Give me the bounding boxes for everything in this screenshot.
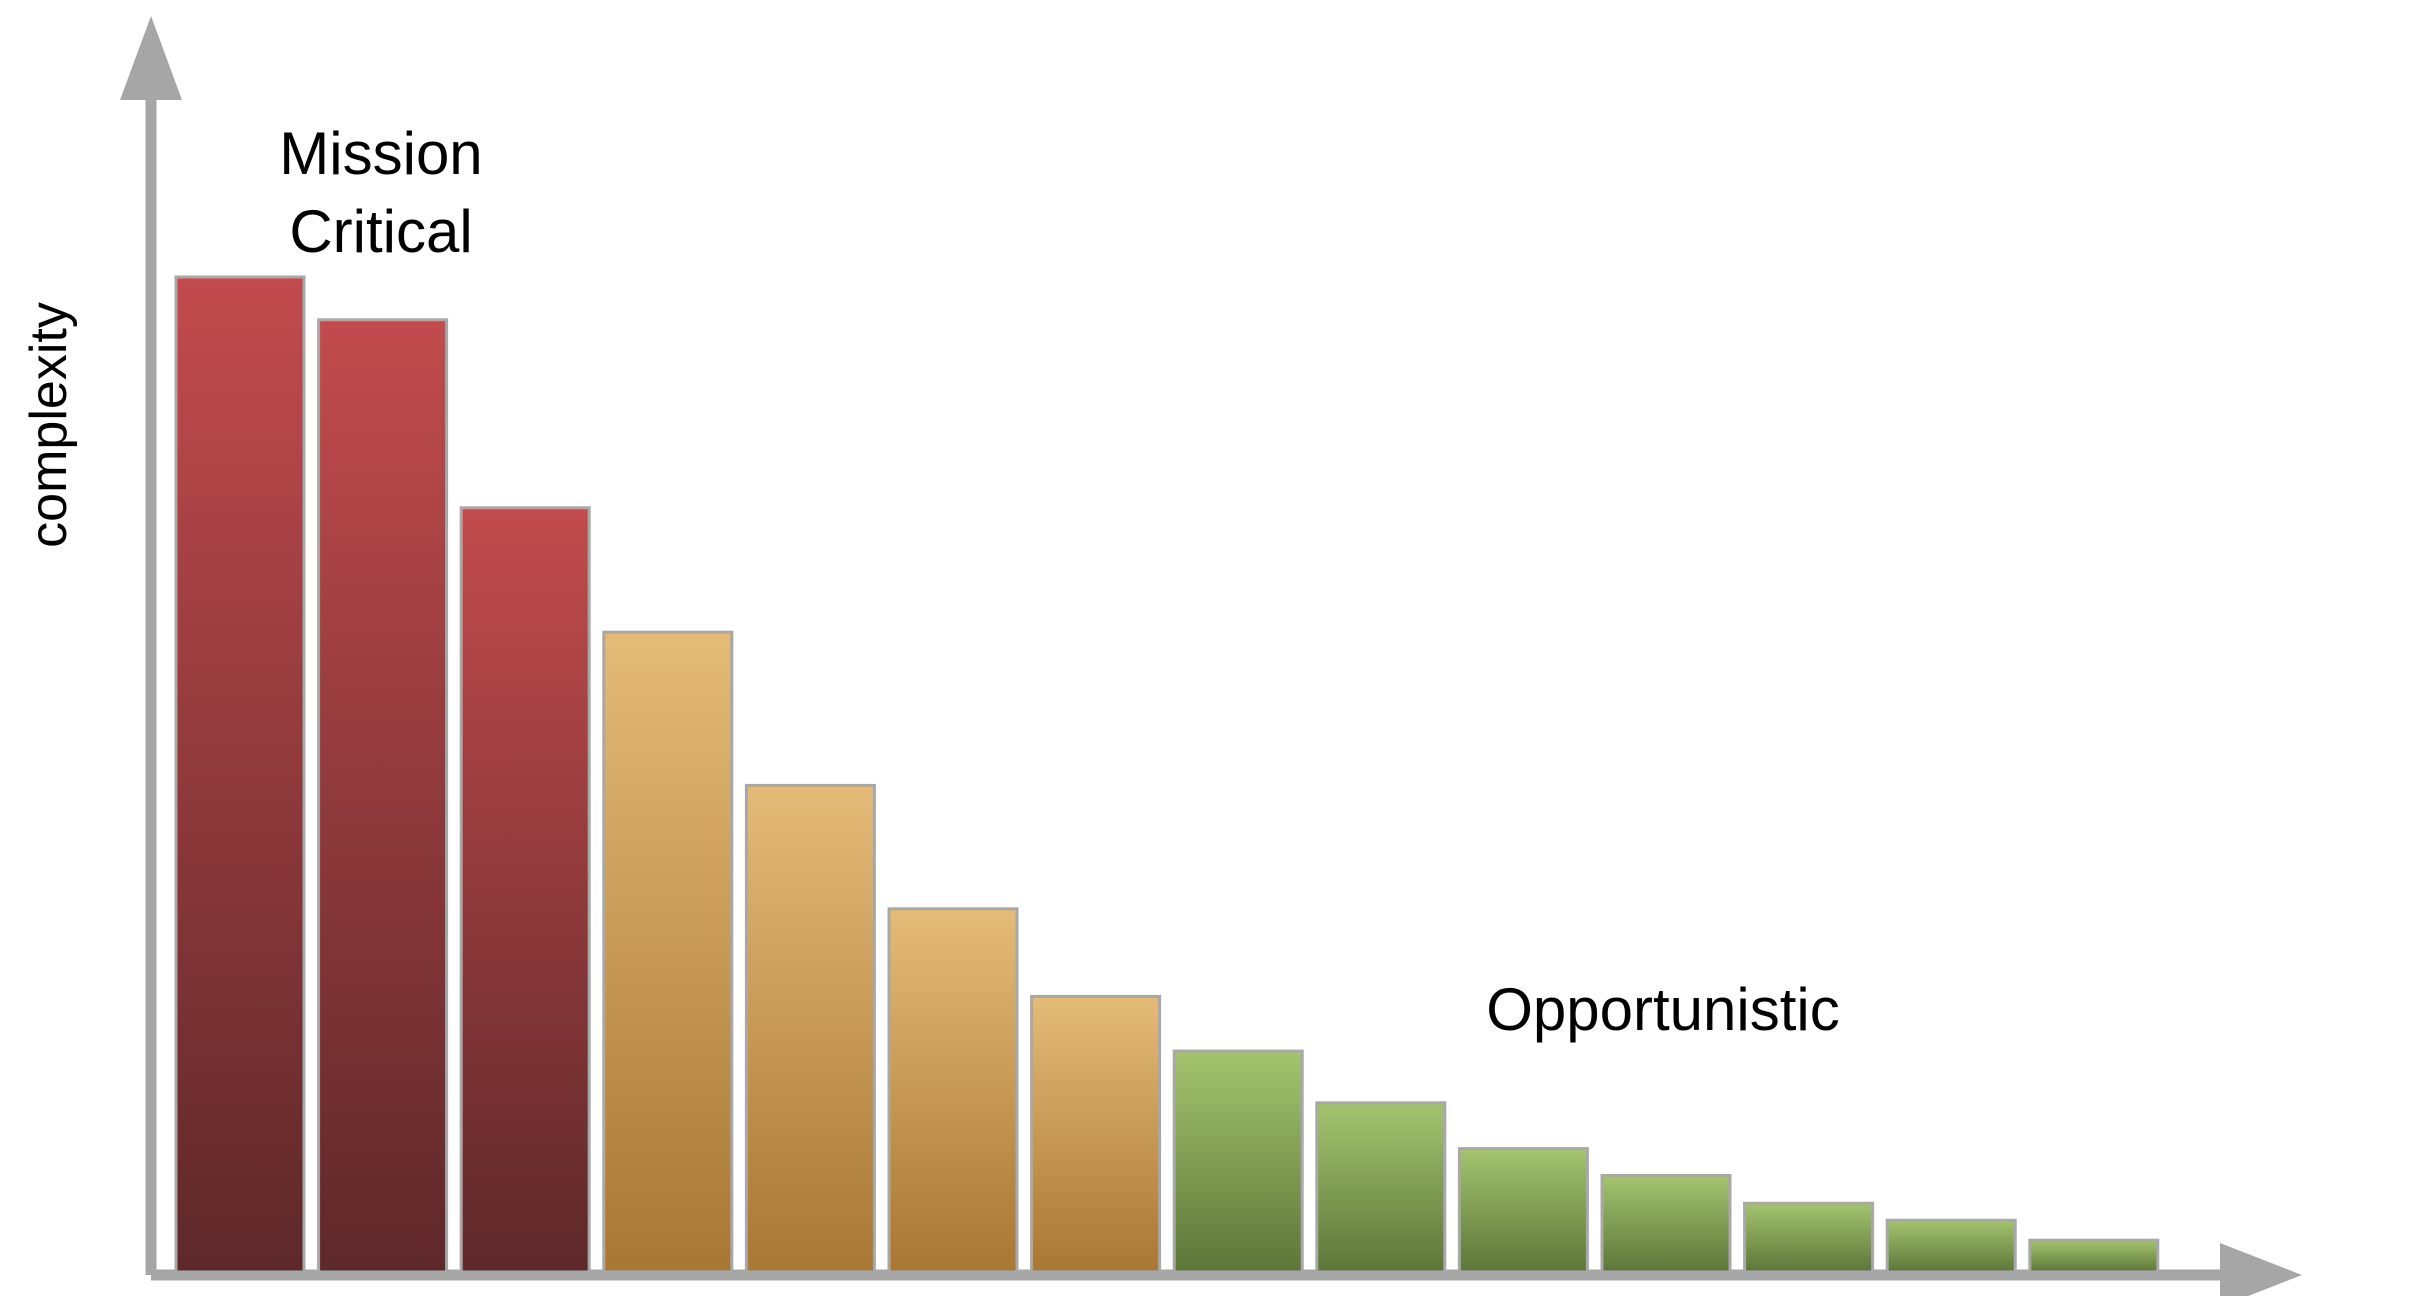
- bar-14: [2028, 1238, 2160, 1274]
- bar-7: [1030, 994, 1162, 1274]
- bar-11: [1600, 1174, 1732, 1274]
- bar-3: [459, 506, 591, 1274]
- bar-6: [887, 907, 1019, 1274]
- bar-12: [1743, 1201, 1875, 1274]
- bar-10: [1457, 1147, 1589, 1274]
- bar-2: [317, 318, 449, 1274]
- mission-critical-label-line2: Critical: [289, 198, 472, 265]
- opportunistic-label: Opportunistic: [1486, 976, 1840, 1043]
- bar-5: [744, 783, 876, 1274]
- bar-8: [1172, 1049, 1304, 1274]
- y-axis-arrowhead: [120, 16, 182, 100]
- x-axis-arrowhead: [2220, 1243, 2302, 1296]
- bar-4: [602, 630, 734, 1274]
- y-axis-label: complexity: [20, 302, 78, 548]
- bar-9: [1315, 1101, 1447, 1274]
- bar-13: [1885, 1218, 2017, 1274]
- bar-1: [174, 275, 306, 1274]
- bars-group: [174, 275, 2160, 1274]
- mission-critical-label-line1: Mission: [279, 120, 482, 187]
